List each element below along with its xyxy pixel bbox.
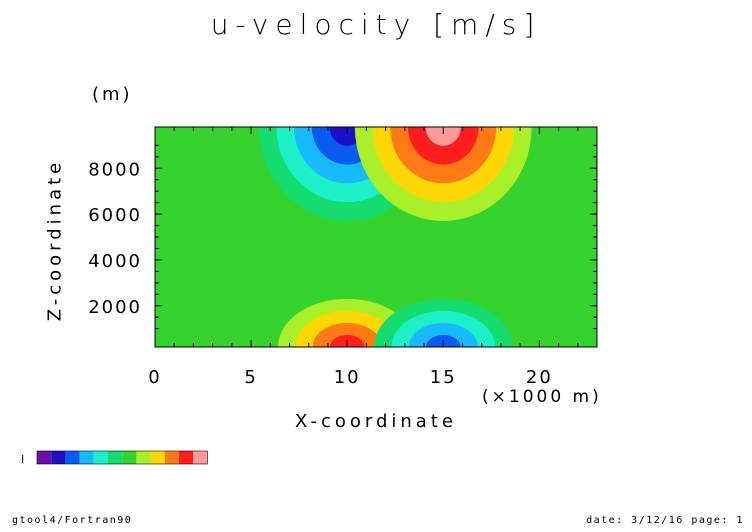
colorbar-swatch (93, 451, 108, 464)
colorbar-swatch (51, 451, 66, 464)
colorbar-swatch (150, 451, 165, 464)
colorbar-swatch (193, 451, 208, 464)
colorbar-swatch (164, 451, 179, 464)
x-tick-label: 5 (244, 367, 257, 388)
colorbar: I (21, 450, 208, 466)
colorbar-swatch (65, 451, 80, 464)
colorbar-swatch (122, 451, 137, 464)
footer-software-label: gtool4/Fortran90 (12, 515, 133, 526)
colorbar-swatch (179, 451, 194, 464)
x-axis-label: X-coordinate (295, 411, 457, 432)
x-tick-label: 0 (148, 367, 161, 388)
contour-lobe (354, 127, 532, 221)
y-tick-label: 6000 (88, 205, 142, 226)
x-tick-label: 20 (526, 367, 553, 388)
x-tick-label: 10 (334, 367, 361, 388)
contour-field (155, 127, 597, 347)
y-tick-label: 8000 (88, 159, 142, 180)
colorbar-swatch (136, 451, 151, 464)
x-axis-unit: (×1000 m) (482, 387, 602, 407)
y-tick-label: 4000 (88, 251, 142, 272)
chart-title: u-velocity [m/s] (210, 8, 542, 41)
y-tick-label: 2000 (88, 297, 142, 318)
x-tick-label: 15 (430, 367, 457, 388)
colorbar-tick-label: I (21, 453, 24, 466)
colorbar-frame (36, 450, 208, 465)
plot-axes: 0 5 10 15 20 2000 4000 6000 8000 (88, 126, 598, 388)
contour-level (425, 127, 461, 146)
colorbar-swatch (37, 451, 52, 464)
colorbar-swatch (79, 451, 94, 464)
contour-lobe (374, 298, 513, 347)
footer-date-page: date: 3/12/16 page: 1 (586, 515, 744, 526)
y-axis-unit: (m) (92, 84, 133, 105)
colorbar-swatch (108, 451, 123, 464)
